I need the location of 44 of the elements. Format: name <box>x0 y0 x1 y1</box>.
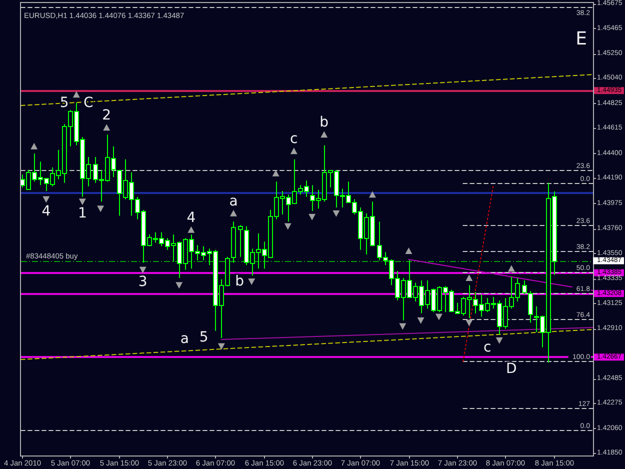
point <box>176 282 183 289</box>
annotation: a <box>229 193 238 210</box>
annotation: E <box>576 28 587 50</box>
point <box>230 210 237 216</box>
point <box>405 247 412 254</box>
annotation: 2 <box>102 108 112 124</box>
point <box>103 124 110 131</box>
annotation: c <box>483 340 492 356</box>
candlestick <box>522 280 527 295</box>
point <box>188 226 195 233</box>
point <box>78 198 86 206</box>
annotation: a <box>180 330 189 347</box>
point <box>97 206 104 212</box>
point <box>290 148 298 154</box>
point <box>139 266 146 274</box>
point <box>435 314 442 320</box>
annotation: b <box>320 114 329 131</box>
point <box>466 320 473 326</box>
annotation: D <box>506 361 517 378</box>
point <box>30 142 38 150</box>
point <box>466 274 473 282</box>
annotation: c <box>290 131 298 148</box>
point <box>496 337 503 344</box>
point <box>320 131 328 138</box>
point <box>272 170 280 176</box>
annotation: b <box>235 274 244 290</box>
point <box>284 223 292 230</box>
point <box>308 214 316 220</box>
candlestick <box>528 290 533 324</box>
annotation: 4 <box>186 210 196 226</box>
point <box>42 196 50 203</box>
point <box>417 317 424 324</box>
annotation: 3 <box>138 274 148 290</box>
point <box>72 91 80 98</box>
annotation: 5 <box>199 330 208 346</box>
point <box>218 343 225 350</box>
point <box>508 265 515 272</box>
candlestick <box>238 224 243 258</box>
point <box>248 278 256 286</box>
point <box>368 191 376 198</box>
annotation: 1 <box>78 206 87 222</box>
annotation: 4 <box>42 203 51 220</box>
point <box>332 210 340 217</box>
point <box>399 323 406 330</box>
